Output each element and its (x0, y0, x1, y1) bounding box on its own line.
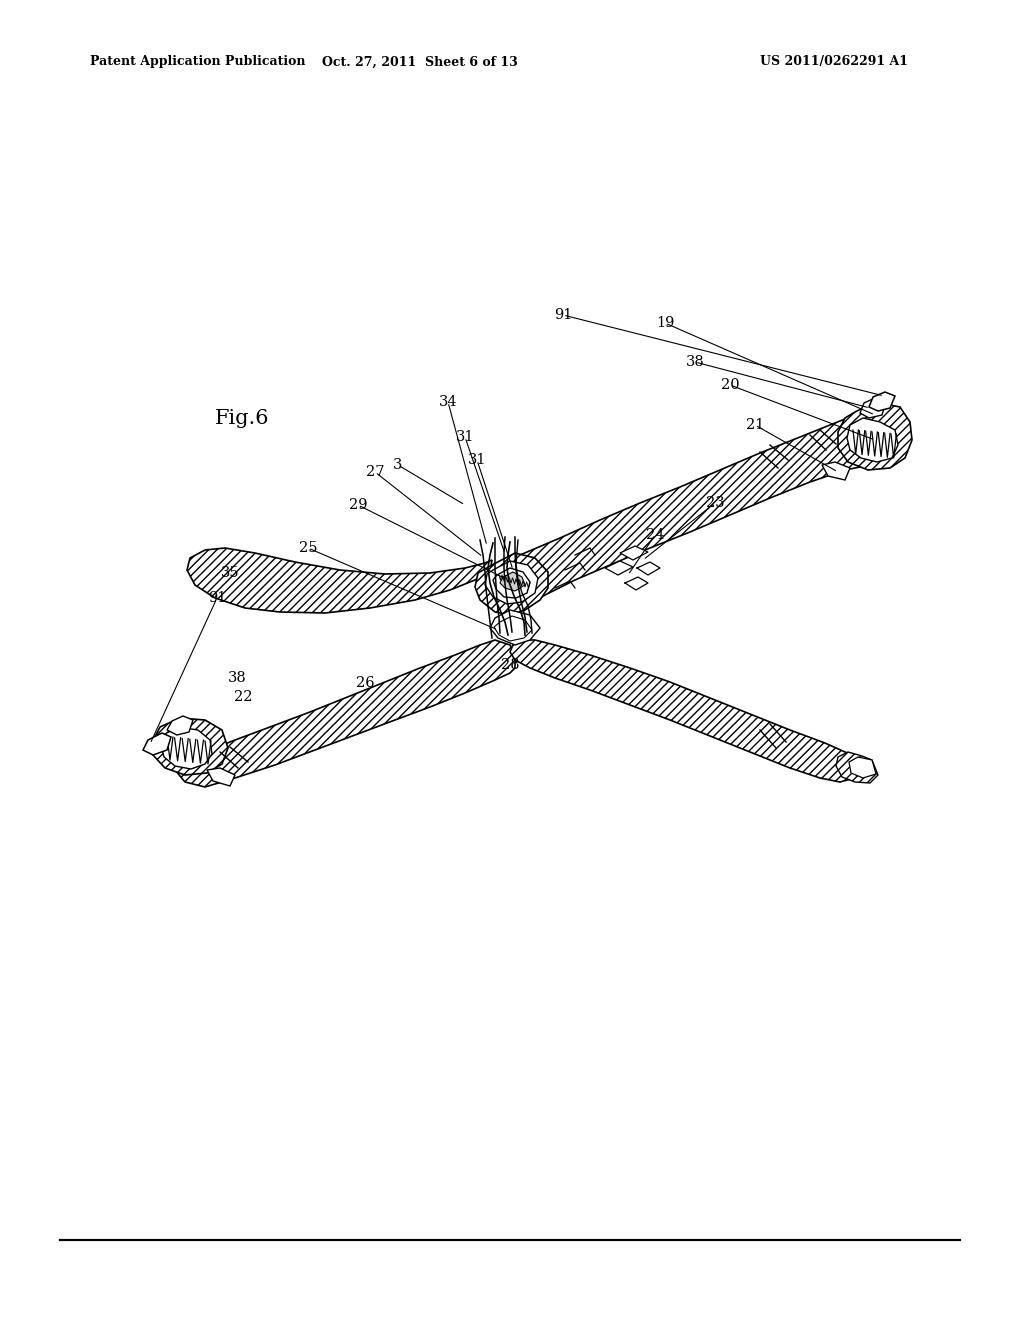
Text: 27: 27 (366, 465, 384, 479)
Polygon shape (847, 418, 898, 462)
Polygon shape (605, 561, 633, 576)
Polygon shape (187, 548, 492, 612)
Text: 34: 34 (438, 395, 458, 409)
Polygon shape (143, 733, 171, 755)
Text: US 2011/0262291 A1: US 2011/0262291 A1 (760, 55, 908, 69)
Text: Oct. 27, 2011  Sheet 6 of 13: Oct. 27, 2011 Sheet 6 of 13 (323, 55, 518, 69)
Text: 19: 19 (655, 315, 674, 330)
Text: 25: 25 (299, 541, 317, 554)
Polygon shape (475, 553, 548, 615)
Polygon shape (161, 727, 212, 770)
Polygon shape (869, 392, 895, 411)
Polygon shape (493, 568, 530, 598)
Text: 38: 38 (227, 671, 247, 685)
Polygon shape (175, 640, 515, 787)
Text: 26: 26 (355, 676, 375, 690)
Text: 20: 20 (721, 378, 739, 392)
Polygon shape (495, 412, 885, 618)
Text: 91: 91 (554, 308, 572, 322)
Text: Fig.6: Fig.6 (215, 408, 269, 428)
Text: 29: 29 (349, 498, 368, 512)
Polygon shape (849, 756, 876, 777)
Polygon shape (836, 752, 878, 783)
Polygon shape (167, 715, 193, 735)
Polygon shape (490, 610, 540, 645)
Text: 38: 38 (686, 355, 705, 370)
Text: 3: 3 (393, 458, 402, 473)
Polygon shape (822, 462, 850, 480)
Text: Patent Application Publication: Patent Application Publication (90, 55, 305, 69)
Polygon shape (510, 640, 860, 781)
Polygon shape (620, 546, 648, 560)
Text: 31: 31 (456, 430, 474, 444)
Polygon shape (494, 616, 532, 642)
Polygon shape (860, 399, 886, 418)
Text: 31: 31 (468, 453, 486, 467)
Text: 24: 24 (646, 528, 665, 543)
Text: 28: 28 (501, 657, 519, 672)
Text: 21: 21 (745, 418, 764, 432)
Text: 23: 23 (706, 496, 724, 510)
Polygon shape (838, 403, 912, 470)
Text: 22: 22 (233, 690, 252, 704)
Polygon shape (153, 718, 228, 775)
Polygon shape (485, 561, 538, 605)
Text: 35: 35 (221, 566, 240, 579)
Polygon shape (500, 572, 525, 591)
Polygon shape (207, 768, 234, 785)
Text: 91: 91 (208, 591, 226, 605)
